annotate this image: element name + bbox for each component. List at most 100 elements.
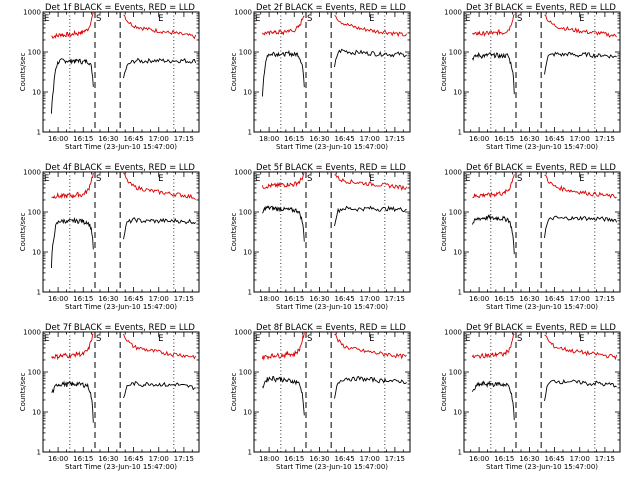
x-tick-label: 16:00 [469, 455, 489, 463]
y-tick-label: 1 [248, 129, 252, 137]
x-tick-label: 16:00 [469, 135, 489, 143]
s-marker-label: S [307, 14, 312, 24]
x-axis-label: Start Time (23-Jun-10 15:47:00) [486, 143, 598, 151]
lld-trace-line [51, 172, 94, 200]
detector-panel-6: Det 6f BLACK = Events, RED = LLD 1 10 100 10… [440, 163, 621, 311]
x-tick-label: 17:15 [385, 455, 405, 463]
x-tick-label: 17:00 [360, 455, 380, 463]
lld-trace-line [544, 14, 617, 38]
x-tick-label: 16:30 [309, 455, 329, 463]
y-tick-label: 10 [32, 409, 41, 417]
x-tick-label: 16:00 [48, 455, 68, 463]
x-tick-label: 16:15 [494, 455, 514, 463]
panel-title: Det 9f BLACK = Events, RED = LLD [466, 323, 616, 333]
x-tick-label: 16:15 [73, 135, 93, 143]
x-tick-label: 16:45 [334, 135, 354, 143]
e-marker-label: E [44, 14, 49, 24]
lld-trace-line [334, 333, 407, 360]
detector-panel-7: Det 7f BLACK = Events, RED = LLD 1 10 100 10… [19, 323, 200, 471]
plot-frame [42, 11, 200, 133]
lld-trace-line [51, 11, 94, 39]
plot-frame [253, 171, 411, 293]
x-axis-label: Start Time (23-Jun-10 15:47:00) [65, 463, 177, 471]
x-tick-label: 16:15 [284, 295, 304, 303]
events-trace-line [471, 214, 515, 255]
events-trace-line [334, 205, 407, 227]
x-tick-label: 16:45 [334, 455, 354, 463]
s-marker-label: S [307, 174, 312, 184]
x-tick-label: 16:00 [48, 135, 68, 143]
y-axis-label: Counts/sec [19, 373, 27, 412]
y-tick-label: 10 [453, 409, 462, 417]
panel-title: Det 6f BLACK = Events, RED = LLD [466, 163, 616, 173]
x-tick-label: 16:15 [494, 295, 514, 303]
y-axis-label: Counts/sec [230, 373, 238, 412]
x-axis-label: Start Time (23-Jun-10 15:47:00) [65, 303, 177, 311]
x-tick-label: 16:30 [309, 295, 329, 303]
x-tick-label: 17:00 [570, 295, 590, 303]
panel-title: Det 7f BLACK = Events, RED = LLD [45, 323, 195, 333]
lld-trace-line [544, 334, 618, 361]
x-tick-label: 17:00 [149, 455, 169, 463]
lld-trace-line [261, 171, 305, 190]
x-tick-label: 16:15 [73, 455, 93, 463]
x-tick-label: 16:15 [284, 455, 304, 463]
plot-frame [42, 331, 200, 453]
plot-frame [253, 331, 411, 453]
detector-panel-2: Det 2f BLACK = Events, RED = LLD 1 10 100 10… [230, 3, 411, 151]
events-trace-line [50, 58, 94, 114]
x-tick-label: 18:00 [259, 455, 279, 463]
events-trace-line [123, 57, 197, 79]
x-tick-label: 16:45 [544, 455, 564, 463]
detector-panel-4: Det 4f BLACK = Events, RED = LLD 1 10 100 10… [19, 163, 200, 311]
x-tick-label: 16:30 [519, 135, 539, 143]
e-marker-label: E [369, 334, 374, 344]
y-tick-label: 1 [37, 449, 41, 457]
x-tick-label: 16:30 [98, 135, 118, 143]
y-tick-label: 100 [239, 369, 252, 377]
s-marker-label: S [517, 334, 522, 344]
x-tick-label: 16:00 [469, 295, 489, 303]
x-tick-label: 17:15 [595, 135, 615, 143]
x-axis-label: Start Time (23-Jun-10 15:47:00) [486, 463, 598, 471]
plot-frame [463, 331, 621, 453]
x-tick-label: 17:15 [385, 295, 405, 303]
panel-title: Det 2f BLACK = Events, RED = LLD [256, 3, 406, 13]
x-tick-label: 16:45 [123, 295, 143, 303]
events-trace-line [544, 215, 618, 239]
y-tick-label: 100 [28, 49, 41, 57]
y-tick-label: 100 [449, 49, 462, 57]
x-axis-label: Start Time (23-Jun-10 15:47:00) [486, 303, 598, 311]
y-tick-label: 1000 [23, 169, 41, 177]
x-axis-label: Start Time (23-Jun-10 15:47:00) [276, 463, 388, 471]
y-tick-label: 1 [248, 449, 252, 457]
x-tick-label: 16:15 [284, 135, 304, 143]
y-axis-label: Counts/sec [19, 213, 27, 252]
y-tick-label: 1 [37, 289, 41, 297]
x-axis-label: Start Time (23-Jun-10 15:47:00) [276, 143, 388, 151]
x-tick-label: 17:00 [149, 135, 169, 143]
y-tick-label: 1000 [23, 329, 41, 337]
y-tick-label: 100 [449, 209, 462, 217]
lld-trace-line [123, 14, 197, 40]
x-tick-label: 16:15 [73, 295, 93, 303]
lld-trace-line [544, 174, 617, 199]
events-trace-line [334, 48, 407, 68]
y-tick-label: 10 [453, 89, 462, 97]
x-tick-label: 16:45 [334, 295, 354, 303]
s-marker-label: S [96, 174, 101, 184]
y-axis-label: Counts/sec [230, 53, 238, 92]
events-trace-line [123, 217, 196, 240]
e-marker-label: E [369, 174, 374, 184]
e-marker-label: E [579, 334, 584, 344]
events-trace-line [544, 51, 617, 75]
x-axis-label: Start Time (23-Jun-10 15:47:00) [276, 303, 388, 311]
e-marker-label: E [44, 174, 49, 184]
detector-panel-9: Det 9f BLACK = Events, RED = LLD 1 10 100 10… [440, 323, 621, 471]
x-tick-label: 18:00 [259, 135, 279, 143]
plot-frame [253, 11, 411, 133]
e-marker-label: E [369, 14, 374, 24]
y-tick-label: 10 [243, 409, 252, 417]
y-tick-label: 1000 [444, 329, 462, 337]
